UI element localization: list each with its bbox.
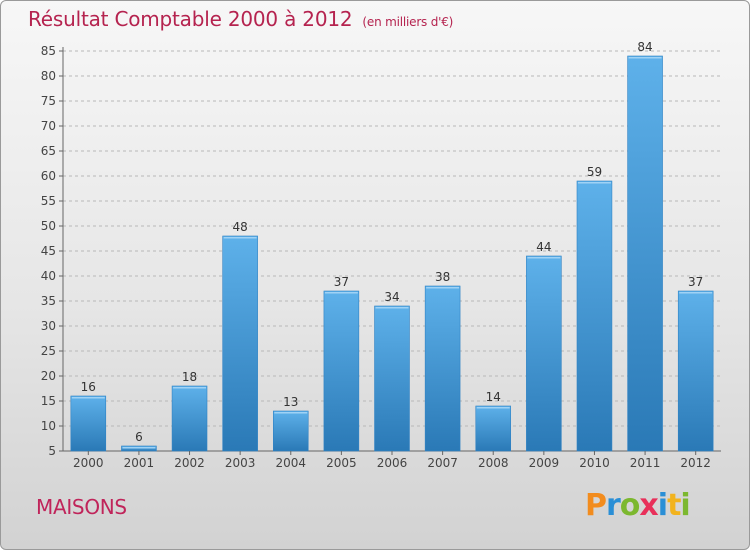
y-tick-label: 15 bbox=[41, 394, 56, 408]
bar bbox=[70, 395, 107, 452]
y-tick-label: 60 bbox=[41, 169, 56, 183]
y-tick-label: 5 bbox=[48, 444, 56, 458]
x-tick-label: 2003 bbox=[225, 456, 256, 470]
y-tick-label: 20 bbox=[41, 369, 56, 383]
y-tick-label: 25 bbox=[41, 344, 56, 358]
bar-highlight bbox=[426, 287, 460, 289]
chart-title-text: Résultat Comptable 2000 à 2012 bbox=[28, 7, 353, 31]
x-tick-label: 2011 bbox=[630, 456, 661, 470]
bar-value-label: 84 bbox=[637, 40, 652, 54]
bar-value-label: 38 bbox=[435, 270, 450, 284]
chart-title: Résultat Comptable 2000 à 2012 (en millie… bbox=[28, 7, 453, 31]
x-tick-label: 2000 bbox=[73, 456, 104, 470]
bar-value-label: 14 bbox=[486, 390, 501, 404]
bar-highlight bbox=[173, 387, 207, 389]
x-tick-label: 2005 bbox=[326, 456, 357, 470]
bars: 16 6 18 48 13 37 34 38 14 44 59 84 37 bbox=[70, 40, 714, 452]
bar-highlight bbox=[375, 307, 409, 309]
y-tick-label: 45 bbox=[41, 244, 56, 258]
bar-value-label: 37 bbox=[688, 275, 703, 289]
y-tick-label: 70 bbox=[41, 119, 56, 133]
x-tick-label: 2007 bbox=[427, 456, 458, 470]
bar-value-label: 16 bbox=[81, 380, 96, 394]
bar-highlight bbox=[71, 397, 105, 399]
y-tick-label: 40 bbox=[41, 269, 56, 283]
bar-value-label: 59 bbox=[587, 165, 602, 179]
x-tick-label: 2008 bbox=[478, 456, 509, 470]
y-tick-label: 55 bbox=[41, 194, 56, 208]
bar-highlight bbox=[527, 257, 561, 259]
chart-subtitle: (en milliers d'€) bbox=[362, 15, 454, 29]
y-tick-label: 35 bbox=[41, 294, 56, 308]
y-tick-label: 65 bbox=[41, 144, 56, 158]
y-tick-label: 10 bbox=[41, 419, 56, 433]
bar bbox=[171, 385, 208, 452]
bar bbox=[323, 290, 360, 452]
x-tick-label: 2012 bbox=[680, 456, 711, 470]
bar-highlight bbox=[122, 447, 156, 449]
bar-highlight bbox=[679, 292, 713, 294]
x-axis-ticks: 2000 2001 2002 2003 2004 2005 2006 2007 2008 2009… bbox=[73, 451, 711, 470]
bar-value-label: 13 bbox=[283, 395, 298, 409]
bar-value-label: 34 bbox=[384, 290, 399, 304]
bar-value-label: 37 bbox=[334, 275, 349, 289]
y-tick-label: 30 bbox=[41, 319, 56, 333]
bar-value-label: 18 bbox=[182, 370, 197, 384]
y-tick-label: 80 bbox=[41, 69, 56, 83]
bar bbox=[273, 410, 309, 452]
bar-highlight bbox=[223, 237, 257, 239]
x-tick-label: 2009 bbox=[529, 456, 560, 470]
bar bbox=[475, 405, 511, 452]
bar-highlight bbox=[274, 412, 308, 414]
x-tick-label: 2002 bbox=[174, 456, 205, 470]
bar-highlight bbox=[324, 292, 358, 294]
y-tick-label: 85 bbox=[41, 44, 56, 58]
bar bbox=[222, 235, 258, 452]
bar bbox=[576, 180, 613, 452]
bar-highlight bbox=[628, 57, 662, 59]
bar bbox=[374, 305, 410, 452]
bar-highlight bbox=[476, 407, 510, 409]
bar bbox=[677, 290, 714, 452]
bar bbox=[526, 255, 562, 452]
bar bbox=[424, 285, 461, 452]
bar bbox=[627, 55, 663, 452]
y-tick-label: 50 bbox=[41, 219, 56, 233]
y-axis-ticks: 5 10 15 20 25 30 35 40 45 50 55 60 65 70 75 80 85 bbox=[41, 44, 56, 458]
bar-value-label: 44 bbox=[536, 240, 551, 254]
proxiti-logo: Proxiti bbox=[585, 488, 691, 523]
bar-value-label: 6 bbox=[135, 430, 143, 444]
x-tick-label: 2001 bbox=[124, 456, 155, 470]
x-tick-label: 2010 bbox=[579, 456, 610, 470]
x-tick-label: 2006 bbox=[377, 456, 408, 470]
y-tick-label: 75 bbox=[41, 94, 56, 108]
bar-value-label: 48 bbox=[233, 220, 248, 234]
bar-highlight bbox=[577, 182, 611, 184]
commune-name: MAISONS bbox=[36, 495, 127, 519]
x-tick-label: 2004 bbox=[275, 456, 306, 470]
